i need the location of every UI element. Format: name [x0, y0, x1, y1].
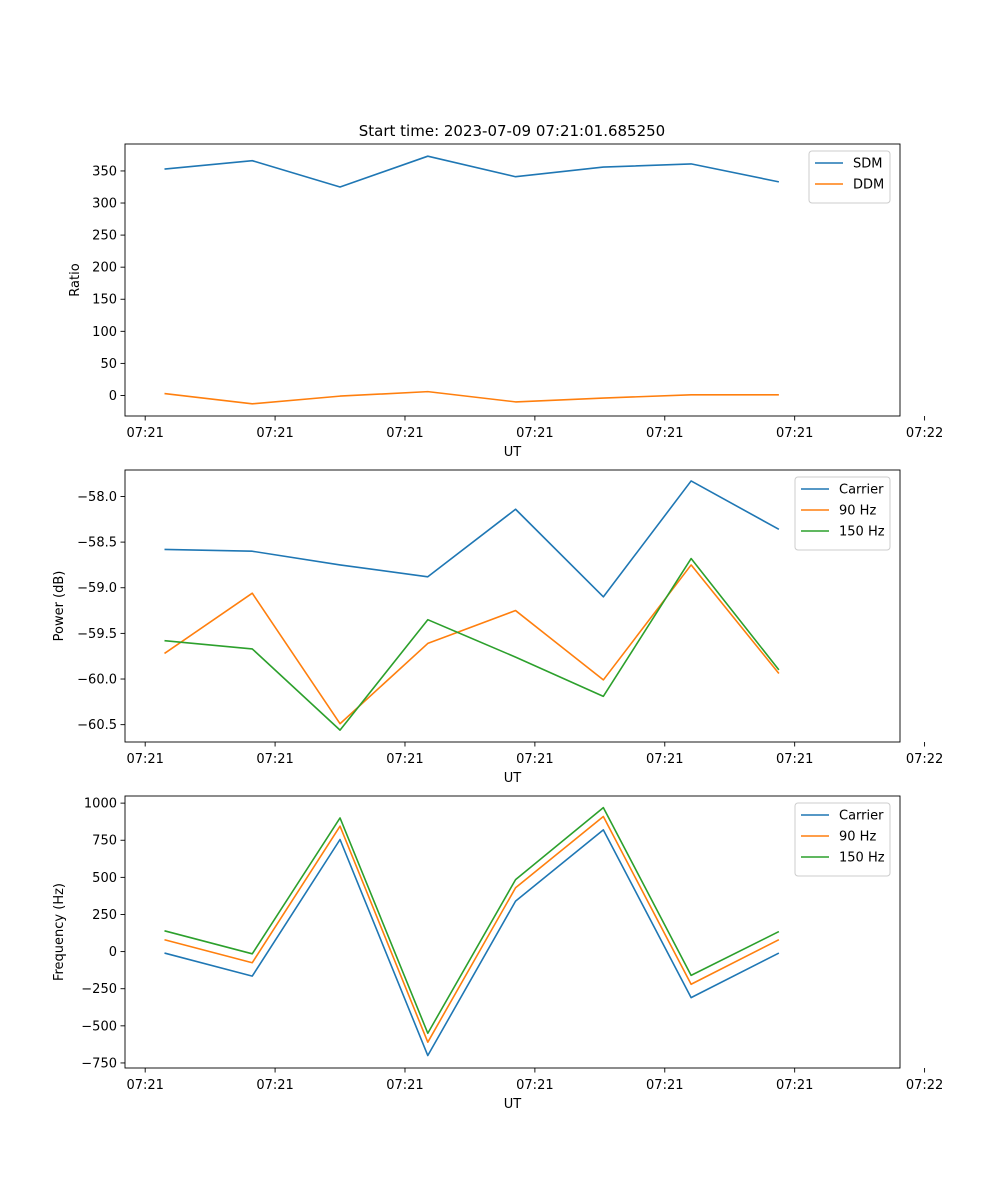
- y-tick-label: −59.0: [77, 581, 117, 596]
- axes-frame: [124, 143, 901, 417]
- y-tick-label: 350: [92, 164, 117, 179]
- legend: Carrier 90 Hz 150 Hz: [794, 476, 891, 551]
- y-tick-label: 500: [92, 871, 117, 886]
- x-tick-label: 07:21: [256, 1078, 293, 1093]
- legend-label: DDM: [853, 178, 884, 193]
- y-axis-label: Ratio: [68, 263, 83, 296]
- x-tick-label: 07:22: [906, 1078, 943, 1093]
- series-line-carrier: [164, 480, 780, 598]
- legend-label: Carrier: [839, 483, 884, 498]
- figure-title: Start time: 2023-07-09 07:21:01.685250: [359, 122, 665, 140]
- legend-label: 150 Hz: [839, 851, 885, 866]
- y-tick-label: 250: [92, 908, 117, 923]
- x-tick-label: 07:21: [776, 1078, 813, 1093]
- y-axis-label: Power (dB): [52, 571, 67, 642]
- series-line-90-hz: [164, 815, 780, 1043]
- x-tick-label: 07:21: [516, 752, 553, 767]
- series-line-carrier: [164, 829, 780, 1057]
- chart-3: −750 −500 −250 0 250 500 750 1000 07:21 07:21 07:2…: [52, 795, 943, 1112]
- y-tick-label: 200: [92, 261, 117, 276]
- y-tick-label: −58.5: [77, 536, 117, 551]
- y-tick-label: 750: [92, 834, 117, 849]
- y-tick-label: −58.0: [77, 490, 117, 505]
- x-tick-label: 07:21: [516, 1078, 553, 1093]
- y-axis-label: Frequency (Hz): [52, 883, 67, 981]
- x-tick-label: 07:21: [126, 426, 163, 441]
- x-tick-label: 07:21: [646, 426, 683, 441]
- series-line-sdm: [164, 155, 780, 188]
- legend-label: 150 Hz: [839, 525, 885, 540]
- x-tick-label: 07:21: [386, 426, 423, 441]
- x-tick-label: 07:21: [386, 752, 423, 767]
- y-tick-label: −500: [81, 1019, 117, 1034]
- axes-frame: [124, 795, 901, 1069]
- x-tick-label: 07:21: [126, 1078, 163, 1093]
- y-tick-label: 1000: [84, 797, 117, 812]
- legend-box: [808, 150, 891, 204]
- legend-label: SDM: [853, 157, 882, 172]
- x-tick-label: 07:21: [776, 426, 813, 441]
- axes-frame: [124, 469, 901, 743]
- x-tick-label: 07:21: [776, 752, 813, 767]
- legend-label: 90 Hz: [839, 504, 876, 519]
- y-tick-label: 150: [92, 293, 117, 308]
- y-tick-label: 50: [100, 357, 117, 372]
- y-tick-label: 100: [92, 325, 117, 340]
- x-tick-label: 07:22: [906, 426, 943, 441]
- x-tick-label: 07:21: [256, 752, 293, 767]
- legend-label: Carrier: [839, 809, 884, 824]
- x-tick-label: 07:21: [646, 1078, 683, 1093]
- x-axis-label: UT: [504, 771, 522, 786]
- x-tick-label: 07:21: [386, 1078, 423, 1093]
- y-tick-label: −59.5: [77, 627, 117, 642]
- legend: Carrier 90 Hz 150 Hz: [794, 802, 891, 877]
- y-tick-label: 0: [109, 945, 117, 960]
- chart-2: −60.5 −60.0 −59.5 −59.0 −58.5 −58.0 07:21 07:21…: [52, 469, 943, 786]
- series-line-150-hz: [164, 557, 780, 731]
- x-tick-label: 07:22: [906, 752, 943, 767]
- y-tick-label: −60.0: [77, 673, 117, 688]
- y-tick-label: 250: [92, 229, 117, 244]
- y-tick-label: 0: [109, 389, 117, 404]
- x-axis-label: UT: [504, 445, 522, 460]
- y-tick-label: 300: [92, 197, 117, 212]
- series-line-90-hz: [164, 564, 780, 725]
- y-tick-label: −750: [81, 1056, 117, 1071]
- chart-1: 0 50 100 150 200 250 300 350 07:21 07:21 07:21 07:2…: [68, 143, 943, 460]
- legend: SDM DDM: [808, 150, 891, 204]
- x-tick-label: 07:21: [646, 752, 683, 767]
- y-tick-label: −60.5: [77, 718, 117, 733]
- x-tick-label: 07:21: [256, 426, 293, 441]
- y-tick-label: −250: [81, 982, 117, 997]
- series-line-150-hz: [164, 806, 780, 1035]
- charts-group: 0 50 100 150 200 250 300 350 07:21 07:21 07:21 07:2…: [52, 143, 943, 1112]
- x-tick-label: 07:21: [516, 426, 553, 441]
- legend-label: 90 Hz: [839, 830, 876, 845]
- series-line-ddm: [164, 390, 779, 405]
- x-tick-label: 07:21: [126, 752, 163, 767]
- x-axis-label: UT: [504, 1097, 522, 1112]
